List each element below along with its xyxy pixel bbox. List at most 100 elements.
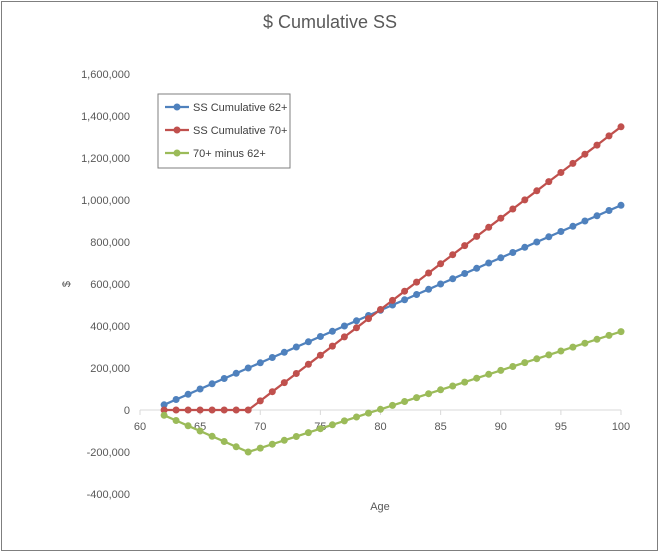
y-axis-title: $	[61, 281, 73, 287]
series-2-point	[208, 406, 216, 414]
series-1-point	[581, 217, 589, 225]
series-3-point	[497, 366, 505, 374]
y-tick-label: 600,000	[90, 279, 130, 291]
x-tick-label: 85	[435, 421, 447, 433]
series-3-point	[437, 386, 445, 394]
y-tick-label: 1,000,000	[81, 195, 130, 207]
series-2-point	[328, 342, 336, 350]
series-3-point	[256, 444, 264, 452]
series-3-point	[353, 413, 360, 421]
y-tick-label: 0	[124, 405, 130, 417]
series-3-point	[208, 432, 216, 440]
legend-swatch-marker-2	[173, 126, 181, 134]
series-2-point	[509, 205, 517, 213]
x-tick-label: 100	[612, 421, 630, 433]
series-2-point	[401, 287, 409, 295]
y-tick-label: 200,000	[90, 363, 130, 375]
series-2-point	[449, 251, 457, 259]
series-1-point	[256, 359, 264, 367]
series-1-point	[437, 280, 445, 288]
series-1-point	[497, 254, 505, 262]
x-tick-label: 95	[555, 421, 567, 433]
series-3-point	[509, 363, 517, 370]
series-2-point	[581, 150, 589, 158]
series-1-point	[545, 233, 553, 241]
series-3-point	[292, 433, 300, 440]
series-3-point	[605, 331, 613, 339]
series-3-point	[413, 394, 421, 402]
series-3-point	[196, 427, 204, 435]
series-2-point	[292, 370, 300, 377]
series-3-point	[377, 405, 384, 413]
x-axis-title: Age	[370, 501, 390, 513]
series-1-point	[172, 396, 180, 403]
series-3-point	[545, 351, 553, 359]
series-2-point	[244, 406, 252, 414]
series-3-point	[220, 438, 228, 445]
series-1-point	[220, 375, 228, 382]
series-3-point	[593, 335, 601, 343]
legend: SS Cumulative 62+ SS Cumulative 70+ 70+ mi…	[157, 93, 291, 169]
series-1-point	[461, 270, 469, 277]
series-3-point	[449, 382, 457, 390]
series-2-point	[304, 360, 312, 368]
series-2-point	[196, 406, 204, 414]
series-2-point	[268, 388, 276, 396]
series-1-point	[449, 275, 457, 283]
series-1-point	[304, 338, 312, 346]
series-1-point	[617, 201, 625, 209]
series-2-point	[533, 187, 541, 195]
series-2-point	[497, 214, 505, 222]
series-line-3	[163, 330, 622, 454]
series-3-point	[533, 355, 541, 363]
series-3-point	[316, 425, 324, 433]
series-3-point	[232, 443, 240, 451]
series-2-point	[280, 379, 288, 387]
x-tick-label: 70	[254, 421, 266, 433]
series-2-point	[365, 315, 372, 323]
series-3-point	[401, 398, 409, 405]
series-3-point	[268, 440, 276, 448]
series-layer	[160, 123, 625, 456]
y-tick-label: -200,000	[87, 447, 130, 459]
series-2-point	[172, 406, 180, 414]
series-2-point	[316, 351, 324, 359]
legend-label-2: SS Cumulative 70+	[193, 125, 287, 137]
series-2-point	[437, 260, 445, 268]
series-1-point	[401, 296, 409, 304]
series-3-point	[485, 370, 493, 378]
y-tick-label: -400,000	[87, 489, 130, 501]
series-3-point	[581, 339, 589, 347]
series-3-point	[280, 436, 288, 444]
series-2-point	[473, 232, 481, 240]
x-tick-label: 80	[374, 421, 386, 433]
series-1-point	[413, 291, 421, 298]
series-2-point	[413, 278, 421, 286]
series-1-point	[280, 348, 288, 356]
series-2-point	[389, 296, 396, 304]
series-1-point	[425, 285, 433, 293]
series-2-point	[425, 269, 433, 277]
series-3-point	[340, 417, 348, 425]
series-2-point	[160, 406, 168, 414]
series-3-point	[160, 411, 168, 419]
series-2-point	[593, 141, 601, 149]
series-3-point	[304, 429, 312, 437]
series-2-point	[461, 242, 469, 250]
series-3-point	[569, 343, 577, 351]
series-2-point	[617, 123, 625, 131]
series-1-point	[569, 222, 577, 230]
legend-swatch-marker-1	[173, 103, 181, 111]
y-tick-label: 400,000	[90, 321, 130, 333]
series-1-point	[340, 322, 348, 330]
legend-label-3: 70+ minus 62+	[193, 148, 266, 160]
series-3-point	[365, 409, 372, 417]
series-1-point	[473, 264, 481, 272]
series-3-point	[184, 422, 192, 430]
y-tick-label: 1,400,000	[81, 111, 130, 123]
series-1-point	[328, 327, 336, 335]
series-1-point	[268, 354, 276, 361]
series-2-point	[220, 406, 228, 414]
series-2-point	[340, 333, 348, 341]
